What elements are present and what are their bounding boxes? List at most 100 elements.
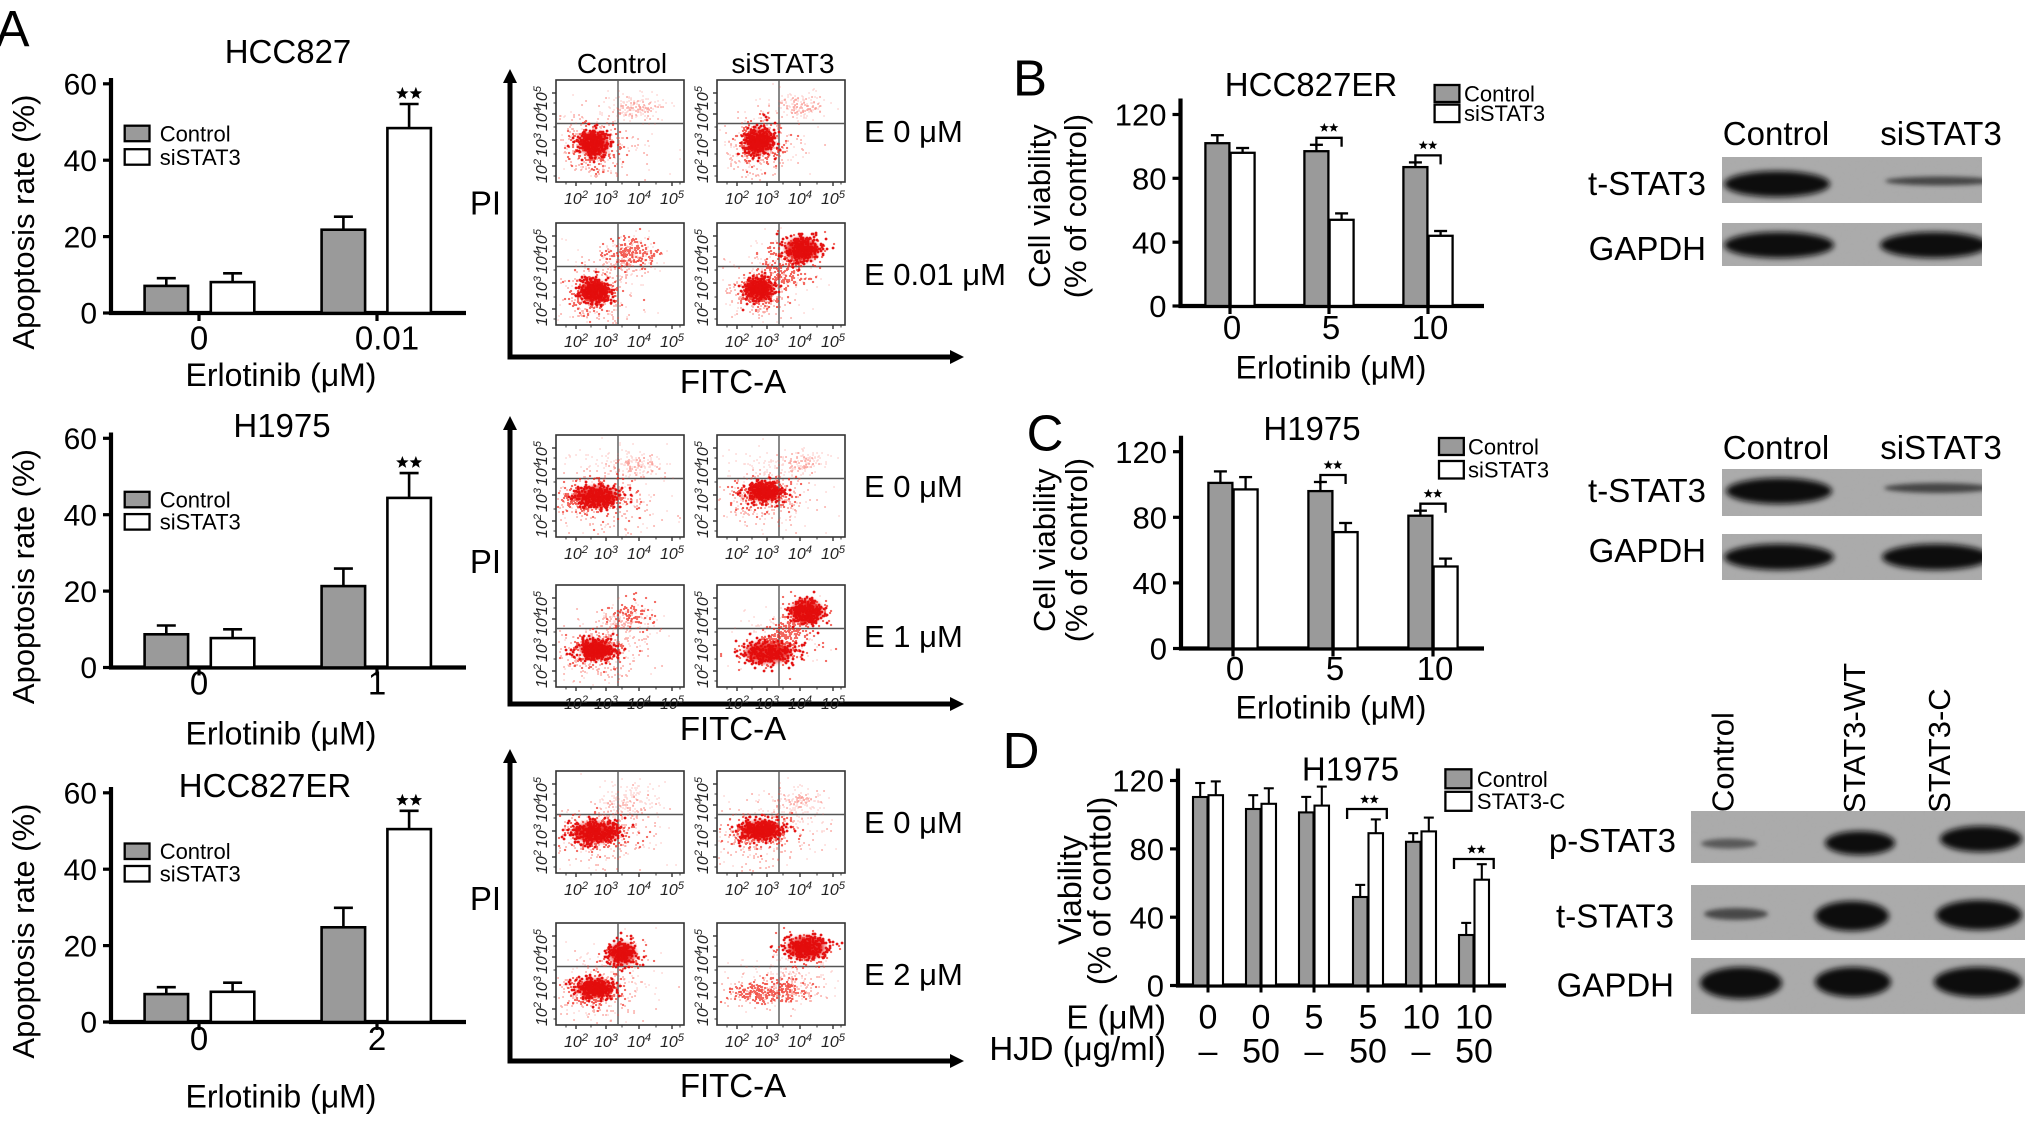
- svg-text:Control: Control: [1723, 429, 1829, 466]
- svg-text:H1975: H1975: [1263, 410, 1360, 447]
- svg-text:2: 2: [368, 1020, 386, 1057]
- svg-text:siSTAT3: siSTAT3: [160, 862, 241, 887]
- svg-text:40: 40: [1132, 225, 1166, 260]
- svg-text:STAT3-WT: STAT3-WT: [1837, 663, 1872, 813]
- svg-text:siSTAT3: siSTAT3: [731, 48, 834, 79]
- svg-text:B: B: [1013, 50, 1047, 107]
- svg-text:E (μM): E (μM): [1066, 998, 1166, 1035]
- svg-text:10: 10: [1412, 309, 1449, 346]
- svg-text:40: 40: [64, 854, 97, 887]
- svg-text:t-STAT3: t-STAT3: [1588, 472, 1706, 509]
- svg-text:50: 50: [1349, 1033, 1387, 1071]
- svg-text:80: 80: [1130, 832, 1164, 867]
- svg-text:0: 0: [80, 652, 97, 685]
- svg-text:0: 0: [190, 1020, 208, 1057]
- svg-text:E 0 μM: E 0 μM: [864, 805, 963, 840]
- svg-text:E 0 μM: E 0 μM: [864, 469, 963, 504]
- svg-text:GAPDH: GAPDH: [1557, 966, 1674, 1003]
- svg-text:5: 5: [1322, 309, 1340, 346]
- svg-text:HCC827ER: HCC827ER: [1225, 66, 1397, 103]
- svg-text:20: 20: [64, 221, 97, 254]
- svg-text:40: 40: [64, 499, 97, 532]
- svg-text:120: 120: [1115, 98, 1167, 133]
- svg-text:Control: Control: [1464, 81, 1535, 106]
- svg-text:Control: Control: [1723, 115, 1829, 152]
- svg-text:HCC827ER: HCC827ER: [179, 767, 351, 804]
- svg-text:60: 60: [64, 778, 97, 811]
- svg-text:0: 0: [1252, 999, 1271, 1037]
- svg-text:PI: PI: [470, 184, 501, 221]
- svg-text:120: 120: [1112, 764, 1164, 799]
- svg-text:Control: Control: [577, 48, 667, 79]
- svg-text:0: 0: [1199, 999, 1218, 1037]
- svg-text:–: –: [1412, 1033, 1431, 1071]
- svg-text:10: 10: [1402, 999, 1440, 1037]
- svg-text:0.01: 0.01: [355, 319, 419, 356]
- svg-text:C: C: [1027, 405, 1064, 462]
- svg-text:STAT3-C: STAT3-C: [1477, 789, 1566, 814]
- svg-text:40: 40: [64, 145, 97, 178]
- svg-text:10: 10: [1455, 999, 1493, 1037]
- svg-text:HJD (μg/ml): HJD (μg/ml): [989, 1030, 1166, 1067]
- svg-text:E 0.01 μM: E 0.01 μM: [864, 257, 1006, 292]
- svg-text:D: D: [1003, 722, 1040, 779]
- svg-text:Apoptosis rate (%): Apoptosis rate (%): [6, 804, 41, 1059]
- svg-text:Apoptosis rate (%): Apoptosis rate (%): [6, 95, 41, 350]
- svg-text:E 2 μM: E 2 μM: [864, 957, 963, 992]
- svg-text:Erlotinib (μM): Erlotinib (μM): [186, 1079, 377, 1115]
- svg-text:5: 5: [1359, 999, 1378, 1037]
- svg-text:GAPDH: GAPDH: [1589, 532, 1706, 569]
- svg-text:GAPDH: GAPDH: [1589, 230, 1706, 267]
- svg-text:Cell viability: Cell viability: [1027, 468, 1062, 632]
- svg-text:Control: Control: [160, 121, 231, 146]
- svg-text:80: 80: [1132, 161, 1166, 196]
- svg-text:5: 5: [1305, 999, 1324, 1037]
- svg-text:H1975: H1975: [1302, 750, 1399, 787]
- svg-text:0: 0: [190, 664, 208, 701]
- svg-text:Erlotinib (μM): Erlotinib (μM): [1236, 690, 1427, 726]
- svg-text:E 0 μM: E 0 μM: [864, 114, 963, 149]
- svg-text:80: 80: [1133, 500, 1167, 535]
- svg-text:siSTAT3: siSTAT3: [160, 510, 241, 535]
- svg-text:t-STAT3: t-STAT3: [1588, 165, 1706, 202]
- svg-text:E 1 μM: E 1 μM: [864, 619, 963, 654]
- svg-text:5: 5: [1326, 650, 1344, 687]
- svg-text:0: 0: [80, 1007, 97, 1040]
- svg-text:60: 60: [64, 69, 97, 102]
- svg-text:siSTAT3: siSTAT3: [1464, 101, 1545, 126]
- svg-text:20: 20: [64, 576, 97, 609]
- svg-text:0: 0: [1223, 309, 1241, 346]
- svg-text:60: 60: [64, 423, 97, 456]
- svg-text:50: 50: [1242, 1033, 1280, 1071]
- svg-text:Control: Control: [1468, 434, 1539, 459]
- svg-text:–: –: [1305, 1033, 1324, 1071]
- svg-text:siSTAT3: siSTAT3: [160, 145, 241, 170]
- svg-text:FITC-A: FITC-A: [680, 363, 786, 400]
- svg-text:Control: Control: [160, 839, 231, 864]
- svg-text:0: 0: [1147, 969, 1164, 1004]
- svg-text:0: 0: [1226, 650, 1244, 687]
- svg-text:10: 10: [1417, 650, 1454, 687]
- svg-text:0: 0: [1150, 632, 1167, 667]
- svg-text:Erlotinib (μM): Erlotinib (μM): [1236, 350, 1427, 386]
- svg-text:STAT3-C: STAT3-C: [1922, 688, 1957, 813]
- svg-text:(% of control): (% of control): [1059, 458, 1094, 642]
- svg-text:0: 0: [80, 298, 97, 331]
- svg-text:(% of control): (% of control): [1058, 114, 1093, 298]
- svg-text:50: 50: [1455, 1033, 1493, 1071]
- svg-text:siSTAT3: siSTAT3: [1880, 429, 2002, 466]
- svg-text:siSTAT3: siSTAT3: [1880, 115, 2002, 152]
- svg-text:Control: Control: [160, 487, 231, 512]
- svg-text:t-STAT3: t-STAT3: [1556, 897, 1674, 934]
- svg-text:siSTAT3: siSTAT3: [1468, 458, 1549, 483]
- svg-text:Control: Control: [1706, 712, 1741, 812]
- svg-text:0: 0: [190, 319, 208, 356]
- svg-text:Erlotinib (μM): Erlotinib (μM): [186, 357, 377, 393]
- svg-text:120: 120: [1115, 435, 1167, 470]
- svg-text:Apoptosis rate (%): Apoptosis rate (%): [6, 449, 41, 704]
- svg-text:Erlotinib (μM): Erlotinib (μM): [186, 716, 377, 752]
- svg-text:PI: PI: [470, 880, 501, 917]
- svg-text:FITC-A: FITC-A: [680, 710, 786, 747]
- svg-text:40: 40: [1130, 900, 1164, 935]
- svg-text:HCC827: HCC827: [225, 33, 352, 70]
